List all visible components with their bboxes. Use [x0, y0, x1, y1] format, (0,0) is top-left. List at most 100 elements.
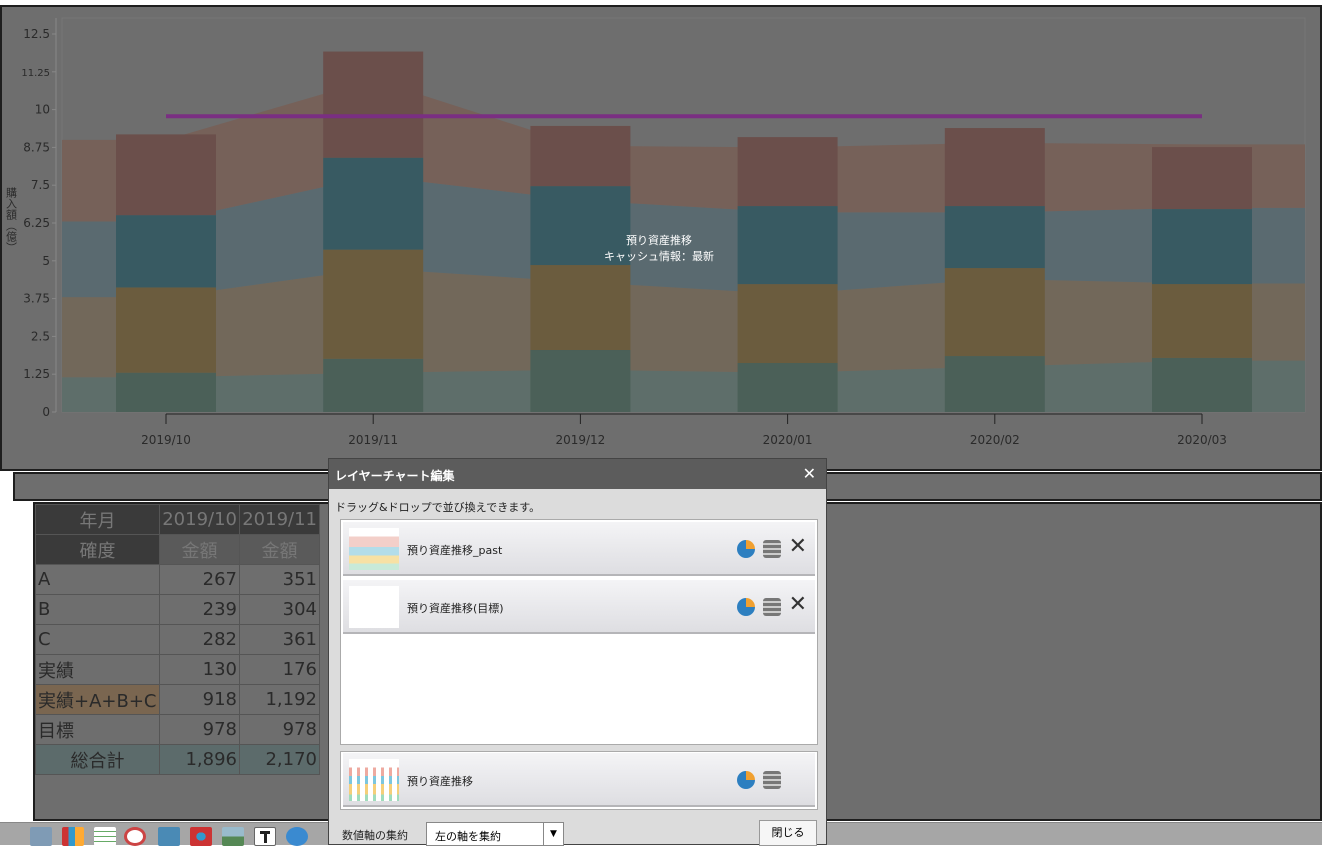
bar-segment	[530, 350, 631, 412]
data-settings-icon[interactable]	[763, 540, 781, 558]
past-area-layer	[62, 79, 1305, 222]
y-tick-label: 10	[35, 103, 50, 117]
bar-segment	[737, 137, 838, 207]
y-tick-label: 7.5	[31, 178, 50, 192]
bar-segment	[323, 249, 424, 359]
bar-segment	[944, 268, 1045, 357]
base-layer-box: 預り資産推移	[340, 751, 818, 810]
value-cell: 978	[159, 714, 240, 745]
table-row: 実績+A+B+C 918 1,192	[35, 684, 320, 715]
layer-label: 預り資産推移	[407, 775, 473, 788]
value-cell: 2,170	[239, 744, 320, 775]
y-tick-label: 0	[42, 405, 50, 419]
table-header-row: 確度 金額 金額	[35, 534, 320, 565]
data-settings-icon[interactable]	[763, 771, 781, 789]
axis-aggregation-select[interactable]: 左の軸を集約 ▼	[426, 822, 564, 846]
bar-segment	[1152, 284, 1252, 358]
bar-segment	[530, 265, 631, 351]
bar-segment	[116, 372, 216, 412]
base-layer-item[interactable]: 預り資産推移	[343, 753, 815, 807]
blank-thumbnail	[349, 586, 399, 628]
bar-segment	[116, 287, 216, 373]
row-label: 実績+A+B+C	[35, 684, 160, 715]
table-icon[interactable]	[94, 827, 116, 846]
table-header-row: 年月 2019/10 2019/11	[35, 504, 320, 535]
layer-chart[interactable]: 0 1.25 2.5 3.75 5 6.25 7.5 8.75 10 11.25 12.5 購入額（億…	[2, 7, 1320, 469]
value-cell: 130	[159, 654, 240, 685]
dialog-title: レイヤーチャート編集	[329, 459, 826, 489]
layer-label: 預り資産推移(目標)	[407, 602, 504, 615]
bar-segment	[116, 215, 216, 288]
layer-item-target[interactable]: 預り資産推移(目標) ✕	[343, 580, 815, 634]
image-icon[interactable]	[222, 827, 244, 846]
web-icon[interactable]	[286, 827, 308, 846]
value-cell: 304	[239, 594, 320, 625]
table-row: B 239 304	[35, 594, 320, 625]
x-tick-label: 2020/02	[970, 433, 1020, 447]
layer-item-past[interactable]: 預り資産推移_past ✕	[343, 522, 815, 576]
bar-segment	[530, 125, 631, 187]
value-cell: 978	[239, 714, 320, 745]
bar-segment	[323, 157, 424, 250]
bar-segment	[530, 186, 631, 266]
header-cell: 年月	[35, 504, 160, 535]
close-button[interactable]: 閉じる	[759, 820, 817, 846]
row-label: B	[35, 594, 160, 625]
value-cell: 1,192	[239, 684, 320, 715]
row-label: 総合計	[35, 744, 160, 775]
remove-layer-icon[interactable]: ✕	[788, 534, 807, 559]
select-value: 左の軸を集約	[435, 830, 501, 843]
chart-center-subtitle: キャッシュ情報：最新	[604, 249, 714, 263]
bar-segment	[1152, 209, 1252, 285]
header-cell: 金額	[159, 534, 240, 565]
bar-segment	[944, 128, 1045, 207]
bar-segment	[944, 206, 1045, 269]
y-tick-label: 3.75	[23, 292, 50, 306]
map-icon[interactable]	[158, 827, 180, 846]
clock-icon[interactable]	[124, 827, 146, 846]
layer-chart-edit-dialog: レイヤーチャート編集 ✕ ドラッグ&ドロップで並び換えできます。 預り資産推移_…	[328, 458, 827, 846]
y-tick-label: 2.5	[31, 329, 50, 343]
chart-settings-icon[interactable]	[737, 598, 755, 616]
x-tick-label: 2020/01	[763, 433, 813, 447]
remove-layer-icon[interactable]: ✕	[788, 592, 807, 617]
axis-aggregation-label: 数値軸の集約	[342, 829, 408, 842]
bar-segment	[737, 284, 838, 364]
x-tick-label: 2020/03	[1177, 433, 1227, 447]
row-label: C	[35, 624, 160, 655]
layer-list: 預り資産推移_past ✕ 預り資産推移(目標) ✕	[340, 519, 818, 745]
pivot-table: 年月 2019/10 2019/11 確度 金額 金額 A 267 351 B 239 3…	[35, 504, 320, 775]
chart-settings-icon[interactable]	[737, 771, 755, 789]
data-settings-icon[interactable]	[763, 598, 781, 616]
layout-icon[interactable]	[30, 827, 52, 846]
text-icon[interactable]	[254, 827, 276, 846]
chart-panel: 0 1.25 2.5 3.75 5 6.25 7.5 8.75 10 11.25 12.5 購入額（億…	[0, 5, 1322, 471]
layer-label: 預り資産推移_past	[407, 544, 503, 557]
header-cell: 2019/10	[159, 504, 240, 535]
close-icon[interactable]: ✕	[802, 464, 816, 483]
value-cell: 1,896	[159, 744, 240, 775]
y-axis-label: 購入額（億）	[5, 186, 18, 253]
y-tick-label: 11.25	[21, 68, 50, 79]
chart-settings-icon[interactable]	[737, 540, 755, 558]
bar-segment	[944, 356, 1045, 412]
bar-segment	[323, 51, 424, 158]
row-label: 実績	[35, 654, 160, 685]
network-icon[interactable]	[190, 827, 212, 846]
table-row: A 267 351	[35, 564, 320, 595]
y-tick-label: 5	[42, 254, 50, 268]
value-cell: 267	[159, 564, 240, 595]
table-row: C 282 361	[35, 624, 320, 655]
dialog-hint: ドラッグ&ドロップで並び換えできます。	[335, 501, 541, 514]
value-cell: 176	[239, 654, 320, 685]
chevron-down-icon[interactable]: ▼	[543, 823, 563, 845]
chart-icon[interactable]	[62, 827, 84, 846]
x-tick-label: 2019/12	[555, 433, 605, 447]
table-row: 目標 978 978	[35, 714, 320, 745]
bar-segment	[1152, 357, 1252, 412]
bar-segment	[323, 358, 424, 412]
row-label: A	[35, 564, 160, 595]
header-cell: 確度	[35, 534, 160, 565]
y-tick-label: 6.25	[23, 216, 50, 230]
y-tick-label: 12.5	[23, 27, 50, 41]
